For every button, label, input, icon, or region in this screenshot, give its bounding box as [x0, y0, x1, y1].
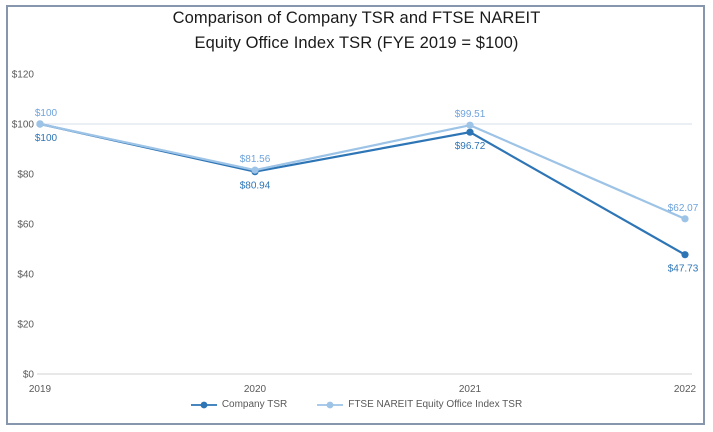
- y-tick-label: $100: [12, 120, 35, 131]
- legend-marker-ftse-nareit-icon: [317, 401, 344, 408]
- chart-title-line1: Comparison of Company TSR and FTSE NAREI…: [172, 9, 541, 27]
- chart-title-line2: Equity Office Index TSR (FYE 2019 = $100…: [194, 34, 519, 52]
- chart-frame: [6, 5, 705, 425]
- legend-item-company-tsr: Company TSR: [190, 399, 288, 410]
- y-tick-label: $120: [12, 70, 35, 81]
- x-tick-label: 2020: [244, 384, 267, 395]
- legend-dot: [200, 401, 208, 408]
- series-line-1: [39, 122, 686, 220]
- data-label: $81.56: [240, 154, 271, 165]
- series-line-0: [39, 122, 686, 256]
- legend-item-ftse-nareit: FTSE NAREIT Equity Office Index TSR: [317, 399, 522, 410]
- legend-dot: [326, 401, 334, 408]
- data-label: $100: [35, 133, 58, 144]
- x-tick-label: 2021: [459, 384, 482, 395]
- data-label: $62.07: [668, 203, 699, 214]
- x-tick-label: 2019: [29, 384, 52, 395]
- y-tick-label: $0: [23, 370, 35, 381]
- data-point: [466, 121, 474, 129]
- data-label: $47.73: [668, 264, 699, 275]
- data-point: [36, 120, 44, 128]
- data-label: $99.51: [455, 109, 486, 120]
- legend-marker-company-tsr-icon: [190, 401, 217, 408]
- y-tick-label: $40: [17, 270, 34, 281]
- data-label: $96.72: [455, 141, 486, 152]
- x-tick-label: 2022: [674, 384, 697, 395]
- data-label: $80.94: [240, 181, 271, 192]
- data-point: [251, 166, 259, 174]
- legend-label-company-tsr: Company TSR: [221, 399, 288, 410]
- data-point: [681, 251, 689, 259]
- data-label: $100: [35, 108, 58, 119]
- legend-label-ftse-nareit: FTSE NAREIT Equity Office Index TSR: [348, 399, 523, 410]
- y-tick-label: $60: [17, 220, 34, 231]
- data-point: [466, 128, 474, 136]
- legend: Company TSR FTSE NAREIT Equity Office In…: [0, 399, 713, 410]
- y-tick-label: $20: [17, 320, 34, 331]
- chart-title: Comparison of Company TSR and FTSE NAREI…: [0, 6, 713, 56]
- y-tick-label: $80: [17, 170, 34, 181]
- data-point: [681, 215, 689, 223]
